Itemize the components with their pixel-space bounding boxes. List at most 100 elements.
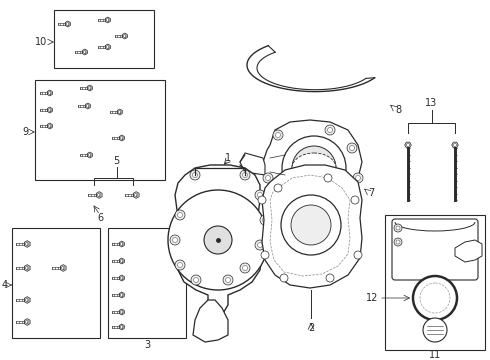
Circle shape: [204, 226, 232, 254]
Circle shape: [260, 215, 270, 225]
Text: 6: 6: [97, 213, 103, 223]
Circle shape: [274, 184, 282, 192]
Polygon shape: [24, 319, 30, 325]
Circle shape: [283, 193, 293, 203]
Text: 3: 3: [144, 340, 150, 350]
Circle shape: [121, 243, 123, 246]
Circle shape: [225, 278, 230, 283]
Circle shape: [194, 278, 198, 283]
Circle shape: [396, 240, 400, 244]
Bar: [40, 109, 50, 111]
Bar: [112, 326, 122, 328]
Circle shape: [255, 190, 265, 200]
Text: 9: 9: [22, 127, 28, 137]
Circle shape: [121, 311, 123, 314]
Circle shape: [258, 243, 263, 248]
Circle shape: [286, 195, 291, 201]
Circle shape: [177, 212, 182, 217]
Circle shape: [135, 193, 138, 197]
Circle shape: [353, 173, 363, 183]
Text: 1: 1: [225, 153, 231, 163]
Text: 2: 2: [308, 323, 314, 333]
Ellipse shape: [292, 153, 336, 183]
Circle shape: [394, 224, 402, 232]
Circle shape: [281, 195, 341, 255]
Bar: [40, 92, 50, 94]
Polygon shape: [175, 165, 262, 320]
Polygon shape: [262, 165, 362, 288]
Polygon shape: [119, 275, 124, 281]
Bar: [40, 125, 50, 127]
Circle shape: [88, 86, 91, 90]
Circle shape: [240, 263, 250, 273]
Bar: [35, 80, 165, 180]
Bar: [80, 154, 90, 156]
Circle shape: [121, 136, 123, 139]
Polygon shape: [105, 44, 110, 50]
Circle shape: [275, 132, 280, 138]
Text: 8: 8: [395, 105, 401, 115]
Circle shape: [168, 190, 268, 290]
Polygon shape: [119, 309, 124, 315]
Circle shape: [326, 274, 334, 282]
Circle shape: [88, 153, 91, 157]
Polygon shape: [87, 85, 92, 91]
Polygon shape: [119, 292, 124, 298]
Polygon shape: [452, 142, 458, 148]
Polygon shape: [455, 240, 482, 262]
Circle shape: [266, 175, 270, 180]
Circle shape: [118, 111, 121, 113]
Polygon shape: [85, 103, 90, 109]
Circle shape: [454, 144, 457, 147]
Bar: [385, 215, 485, 350]
Text: 7: 7: [368, 188, 374, 198]
Circle shape: [420, 283, 450, 313]
Circle shape: [258, 196, 266, 204]
Bar: [78, 105, 88, 107]
Circle shape: [175, 260, 185, 270]
Circle shape: [62, 266, 65, 270]
Circle shape: [121, 276, 123, 279]
Circle shape: [292, 146, 336, 190]
Bar: [108, 228, 186, 338]
Circle shape: [177, 262, 182, 267]
Circle shape: [243, 266, 247, 270]
Bar: [112, 277, 122, 279]
Circle shape: [49, 108, 51, 112]
Circle shape: [25, 298, 29, 302]
Polygon shape: [24, 297, 30, 303]
Polygon shape: [405, 142, 411, 148]
Circle shape: [170, 235, 180, 245]
Polygon shape: [193, 300, 228, 342]
Text: 4: 4: [2, 280, 8, 290]
Circle shape: [396, 226, 400, 230]
Circle shape: [291, 205, 331, 245]
Bar: [110, 111, 120, 113]
Circle shape: [86, 104, 89, 108]
Bar: [112, 294, 122, 296]
Bar: [112, 260, 122, 262]
Polygon shape: [263, 120, 362, 202]
Circle shape: [347, 143, 357, 153]
Polygon shape: [97, 192, 102, 198]
Polygon shape: [119, 324, 124, 330]
Polygon shape: [60, 265, 66, 271]
Text: 12: 12: [366, 293, 378, 303]
Polygon shape: [47, 90, 52, 96]
Bar: [16, 243, 27, 246]
Polygon shape: [24, 240, 30, 247]
Bar: [115, 35, 125, 37]
Circle shape: [25, 266, 29, 270]
Circle shape: [106, 18, 109, 22]
Circle shape: [327, 127, 333, 132]
Circle shape: [423, 318, 447, 342]
Circle shape: [193, 172, 197, 177]
Circle shape: [349, 145, 354, 150]
Bar: [112, 137, 122, 139]
Bar: [16, 267, 27, 269]
Circle shape: [121, 260, 123, 262]
Circle shape: [98, 193, 101, 197]
Text: 13: 13: [425, 98, 438, 108]
Bar: [98, 19, 108, 21]
Bar: [98, 46, 108, 48]
